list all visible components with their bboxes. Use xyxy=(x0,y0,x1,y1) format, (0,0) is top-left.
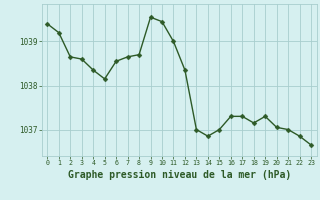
X-axis label: Graphe pression niveau de la mer (hPa): Graphe pression niveau de la mer (hPa) xyxy=(68,170,291,180)
